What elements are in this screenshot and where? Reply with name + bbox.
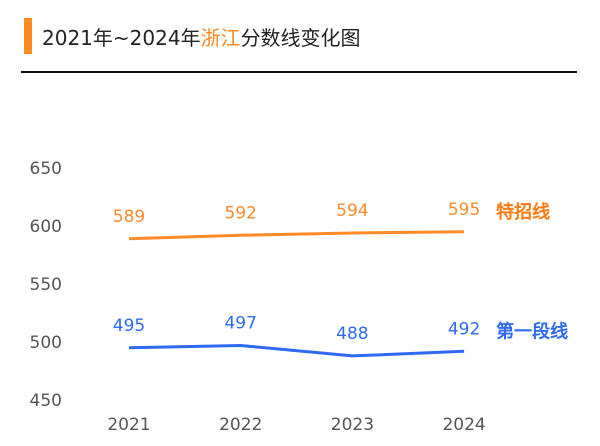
y-tick-label: 450 [30,391,62,411]
title-prefix: 2021年~2024年 [42,26,201,50]
chart-title: 2021年~2024年浙江分数线变化图 [42,22,361,51]
x-tick-label: 2021 [107,415,150,435]
series-label: 第一段线 [496,320,568,342]
y-tick-label: 500 [30,333,62,353]
data-label: 592 [224,203,256,223]
y-tick-label: 600 [30,217,62,237]
title-divider [21,71,577,73]
data-label: 495 [113,316,145,336]
data-label: 492 [448,319,480,339]
data-label: 594 [336,201,368,221]
series-line-0 [128,230,465,241]
y-tick-label: 650 [30,159,62,179]
x-tick-label: 2024 [442,415,485,435]
data-label: 595 [448,200,480,220]
x-tick-label: 2023 [331,415,374,435]
y-tick-label: 550 [30,275,62,295]
series-label: 特招线 [496,201,550,223]
data-label: 589 [113,207,145,227]
title-suffix: 分数线变化图 [240,26,361,50]
title-highlight: 浙江 [200,26,241,50]
data-label: 497 [224,313,256,333]
data-label: 488 [336,324,368,344]
series-line-1 [128,343,465,358]
title-accent-bar [24,18,32,54]
x-tick-label: 2022 [219,415,262,435]
